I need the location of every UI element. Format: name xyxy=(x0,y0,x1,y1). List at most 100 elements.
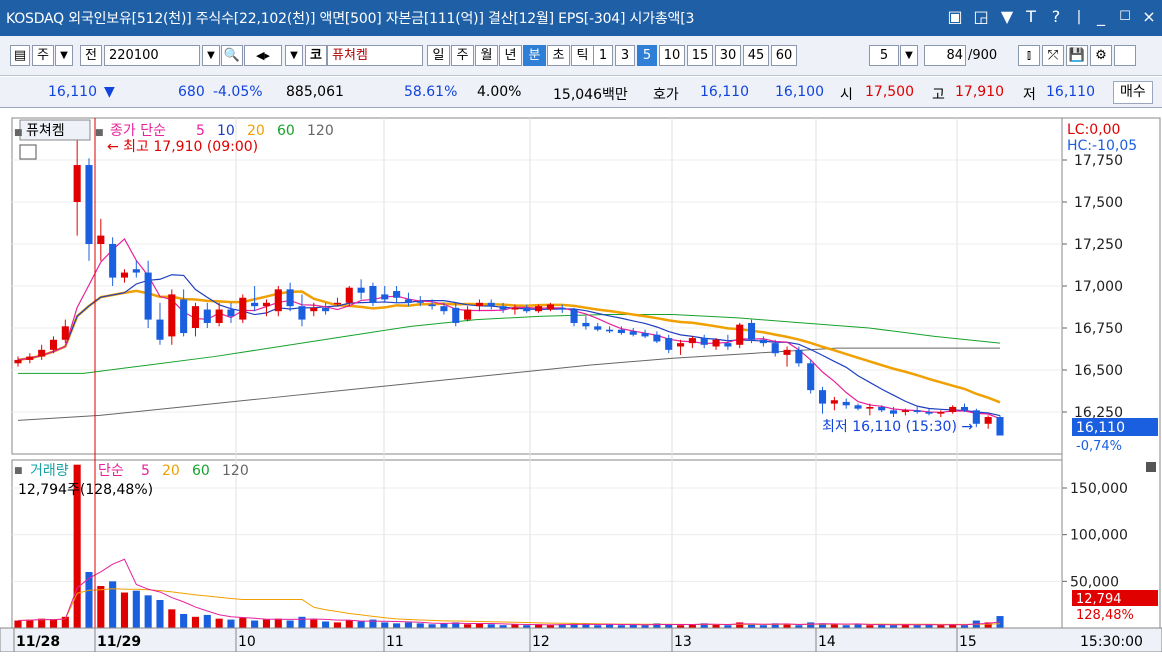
candle-body xyxy=(795,349,803,364)
interval-dropdown-icon[interactable]: ▼ xyxy=(900,45,918,66)
period-button-4[interactable]: 분 xyxy=(523,45,546,66)
buy-button[interactable]: 매수 xyxy=(1113,81,1153,104)
indicator-icon[interactable]: ⫾ xyxy=(1018,45,1040,66)
volume-bar xyxy=(428,624,436,628)
candle-body xyxy=(61,326,69,340)
x-axis-label: 10 xyxy=(238,634,256,650)
help-icon[interactable]: ? xyxy=(1051,7,1061,26)
volume-bar xyxy=(215,618,223,628)
candle-body xyxy=(97,235,105,244)
code-input[interactable]: 220100 xyxy=(104,45,200,66)
quote-price: 16,110 xyxy=(48,84,97,100)
restore-layout-icon[interactable]: ▣ xyxy=(947,7,963,26)
candle-body xyxy=(345,287,353,303)
candle-body xyxy=(215,309,223,323)
minimize-icon[interactable]: _ xyxy=(1097,7,1105,26)
interval-button-1[interactable]: 1 xyxy=(593,45,613,66)
quote-high: 17,910 xyxy=(955,84,1004,100)
candle-body xyxy=(369,286,377,303)
price-tick-label: 16,750 xyxy=(1074,321,1123,337)
volume-bar xyxy=(665,624,673,628)
compare-icon[interactable]: ⤱ xyxy=(1042,45,1064,66)
save-icon[interactable]: 💾 xyxy=(1066,45,1088,66)
candle-body xyxy=(535,306,543,312)
type-label[interactable]: 주 xyxy=(32,45,54,66)
quote-volume-ratio: 58.61% xyxy=(404,84,458,100)
volume-bar xyxy=(191,616,200,628)
x-axis-label: 14 xyxy=(818,634,836,650)
new-window-icon[interactable]: ◲ xyxy=(973,7,989,26)
candle-body xyxy=(984,417,992,424)
candle-body xyxy=(475,302,483,307)
candle-body xyxy=(511,307,519,310)
interval-button-10[interactable]: 10 xyxy=(659,45,685,66)
candle-body xyxy=(180,299,188,334)
volume-bar xyxy=(381,622,389,628)
candle-body xyxy=(310,307,318,312)
volume-bar xyxy=(227,619,235,628)
period-button-5[interactable]: 초 xyxy=(547,45,570,66)
period-label[interactable]: 전 xyxy=(80,45,102,66)
maximize-icon[interactable]: ☐ xyxy=(1119,9,1131,24)
candle-body xyxy=(191,306,200,328)
interval-button-15[interactable]: 15 xyxy=(687,45,713,66)
interval-button-5[interactable]: 5 xyxy=(637,45,657,66)
period-button-0[interactable]: 일 xyxy=(427,45,450,66)
code-dropdown-icon[interactable]: ▼ xyxy=(202,45,220,66)
period-button-3[interactable]: 년 xyxy=(499,45,522,66)
volume-bar xyxy=(925,624,933,628)
candle-body xyxy=(665,338,673,350)
volume-bar xyxy=(594,625,602,628)
type-dropdown-icon[interactable]: ▼ xyxy=(55,45,73,66)
volume-bar xyxy=(97,586,105,628)
checkbox-icon[interactable] xyxy=(1114,45,1136,66)
close-icon[interactable]: × xyxy=(1142,7,1156,26)
candle-body xyxy=(889,410,898,414)
volume-bar xyxy=(345,620,353,628)
candle-body xyxy=(783,349,791,355)
price-tick-label: 17,500 xyxy=(1074,195,1123,211)
stock-dropdown-icon[interactable]: ▼ xyxy=(285,45,303,66)
candle-body xyxy=(629,331,637,335)
interval-button-45[interactable]: 45 xyxy=(743,45,769,66)
period-button-2[interactable]: 월 xyxy=(475,45,498,66)
period-button-6[interactable]: 틱 xyxy=(571,45,594,66)
interval-button-30[interactable]: 30 xyxy=(715,45,741,66)
pin-icon[interactable]: ▼ xyxy=(1000,7,1014,26)
separator-icon: | xyxy=(1076,9,1082,25)
volume-bar xyxy=(546,625,554,628)
prev-next-icon[interactable]: ◀▸ xyxy=(244,45,282,66)
volume-bar xyxy=(747,624,756,628)
stock-name-field[interactable]: 퓨쳐켐 xyxy=(327,45,423,66)
layout-toggle-icon[interactable]: ▤ xyxy=(10,45,30,66)
volume-bar xyxy=(310,619,318,628)
candle-body xyxy=(523,307,531,312)
volume-bar xyxy=(818,623,827,628)
candle-body xyxy=(49,339,58,350)
price-tick-label: 16,250 xyxy=(1074,405,1123,421)
settings-icon[interactable]: ⚙ xyxy=(1090,45,1112,66)
candle-body xyxy=(937,412,945,414)
candle-body xyxy=(286,289,294,307)
volume-bar xyxy=(49,619,58,628)
period-button-1[interactable]: 주 xyxy=(451,45,474,66)
volume-bar xyxy=(795,625,803,628)
interval-button-60[interactable]: 60 xyxy=(771,45,797,66)
candle-body xyxy=(203,309,211,323)
volume-bar xyxy=(759,625,767,628)
volume-bar xyxy=(712,624,720,628)
count-input[interactable]: 84 xyxy=(924,45,966,66)
candle-body xyxy=(700,338,708,345)
volume-bar xyxy=(357,621,365,628)
candle-body xyxy=(120,272,129,278)
interval-button-3[interactable]: 3 xyxy=(615,45,635,66)
candle-body xyxy=(830,400,838,404)
search-icon[interactable]: 🔍 xyxy=(221,45,243,66)
volume-bar xyxy=(73,464,81,628)
table-icon xyxy=(19,144,37,160)
font-size-icon[interactable]: T xyxy=(1026,7,1036,26)
interval-select[interactable]: 5 xyxy=(869,45,899,66)
chart-canvas: 17,750 17,500 17,250 17,000 16,750 16,500 16,2… xyxy=(0,117,1162,653)
ma120-line xyxy=(17,347,1000,421)
volume-bar xyxy=(499,625,507,628)
